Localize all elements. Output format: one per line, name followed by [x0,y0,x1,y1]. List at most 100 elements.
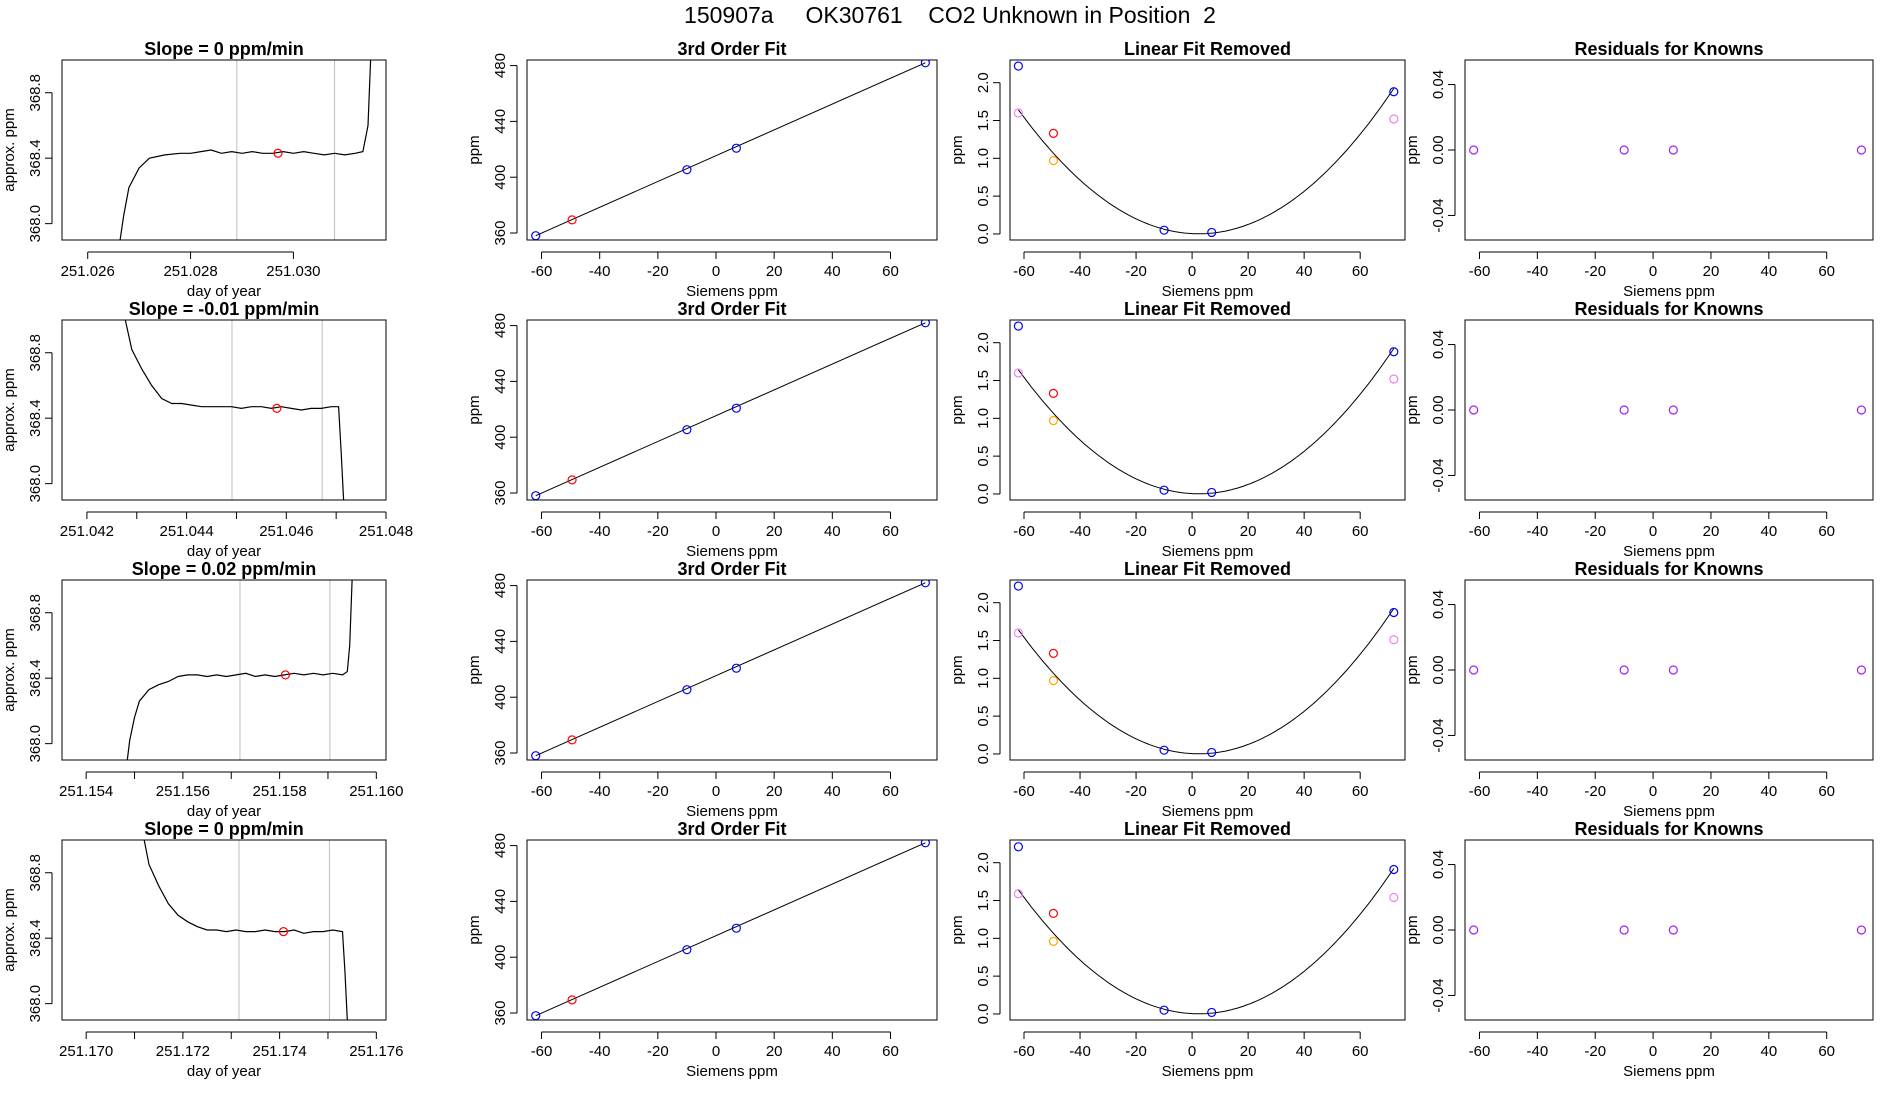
y-tick-label: 1.0 [975,928,992,949]
data-point [1668,925,1678,935]
fit-line [535,322,926,497]
x-tick-label: 20 [1703,783,1720,800]
data-point [1389,635,1399,645]
y-tick-label: 368.8 [27,74,44,112]
x-tick-label: -60 [1013,523,1035,540]
series-trace [126,580,353,760]
x-tick-label: -20 [1125,523,1147,540]
y-tick-label: 368.4 [27,399,44,437]
x-tick-label: -20 [1584,263,1606,280]
x-tick-label: 20 [1240,523,1257,540]
plot-frame [526,839,938,1021]
data-point [1159,1005,1169,1015]
y-tick-label: 0.04 [1430,330,1447,359]
plot-area [1469,145,1867,155]
y-tick-label: 368.0 [27,985,44,1023]
data-point [1619,925,1629,935]
x-tick-label: -40 [1069,1043,1091,1060]
panel-9: Slope = 0.02 ppm/min 251.154 251.156 251.15… [1,559,403,820]
y-tick-label: 1.5 [975,630,992,651]
y-tick-label: 480 [492,573,509,598]
x-tick-label: 0 [1188,263,1196,280]
fit-line [535,62,926,237]
x-axis-label: Siemens ppm [686,1063,778,1080]
y-tick-label: 0.5 [975,186,992,207]
page-title: 150907a OK30761 CO2 Unknown in Position … [684,2,1216,28]
y-tick-label: 400 [492,945,509,970]
plot-frame [61,319,387,501]
data-point [682,945,692,955]
plot-area [531,580,930,760]
x-tick-label: 20 [1703,1043,1720,1060]
y-tick-label: 440 [492,369,509,394]
panel-title: Linear Fit Removed [1124,819,1291,839]
y-tick-label: 368.4 [27,659,44,697]
data-point [1048,648,1059,658]
data-point [1048,128,1059,138]
x-tick-label: 40 [1296,783,1313,800]
x-tick-label: 251.160 [349,783,403,800]
x-tick-label: 0 [1188,523,1196,540]
x-axis-label: Siemens ppm [1162,543,1254,560]
x-tick-label: -20 [1584,523,1606,540]
x-tick-label: 60 [1352,783,1369,800]
y-tick-label: 480 [492,833,509,858]
panel-5: Slope = -0.01 ppm/min 251.042 251.044 251.0… [1,299,413,560]
y-tick-label: 0.0 [975,224,992,245]
x-tick-label: 0 [1188,1043,1196,1060]
x-tick-label: 0 [712,263,720,280]
y-tick-label: 360 [492,481,509,506]
panel-3: Linear Fit Removed -60 -40 -20 0 20 40 60 Siemen… [949,39,1406,300]
plot-area [1469,665,1867,675]
y-tick-label: 480 [492,313,509,338]
data-point [1013,321,1024,331]
x-tick-label: -40 [589,523,611,540]
x-axis-label: day of year [187,1063,261,1080]
fit-line [535,582,926,757]
y-tick-label: 1.0 [975,148,992,169]
data-point [567,475,577,485]
data-point [1469,405,1479,415]
plot-frame [526,579,938,761]
x-tick-label: 251.030 [266,263,320,280]
x-tick-label: 251.176 [349,1043,403,1060]
y-axis-label: ppm [1404,395,1421,424]
x-tick-label: 40 [824,783,841,800]
panel-2: 3rd Order Fit -60 -40 -20 0 20 40 60 Siemens ppm… [466,39,938,300]
x-tick-label: -40 [1526,1043,1548,1060]
x-tick-label: 20 [766,1043,783,1060]
x-tick-label: 251.172 [156,1043,210,1060]
y-tick-label: 480 [492,53,509,78]
x-tick-label: 0 [1649,263,1657,280]
data-point [567,995,577,1005]
panel-title: Residuals for Knowns [1574,299,1763,319]
y-tick-label: 368.8 [27,854,44,892]
y-axis-label: ppm [1404,135,1421,164]
x-tick-label: 40 [1760,1043,1777,1060]
y-axis-label: ppm [949,915,966,944]
plot-area [531,320,930,500]
y-axis-label: ppm [466,655,483,684]
data-point [1013,368,1024,378]
x-tick-label: -20 [1584,1043,1606,1060]
y-tick-label: 1.5 [975,370,992,391]
x-tick-label: -60 [1469,783,1491,800]
series-trace [143,840,348,1020]
y-tick-label: 368.0 [27,725,44,763]
data-point [682,165,692,175]
plot-area [1013,321,1399,498]
data-point [1668,665,1678,675]
data-point [1619,405,1629,415]
y-tick-label: 0.5 [975,966,992,987]
x-tick-label: -60 [531,263,553,280]
panel-title: Slope = 0 ppm/min [144,39,304,59]
panel-title: 3rd Order Fit [677,819,786,839]
x-tick-label: -20 [1584,783,1606,800]
x-tick-label: -60 [1013,783,1035,800]
y-tick-label: 0.00 [1430,395,1447,424]
data-point [1159,745,1169,755]
panel-title: Slope = 0 ppm/min [144,819,304,839]
plot-frame [61,839,387,1021]
x-tick-label: -20 [647,1043,669,1060]
plot-area [531,840,930,1020]
